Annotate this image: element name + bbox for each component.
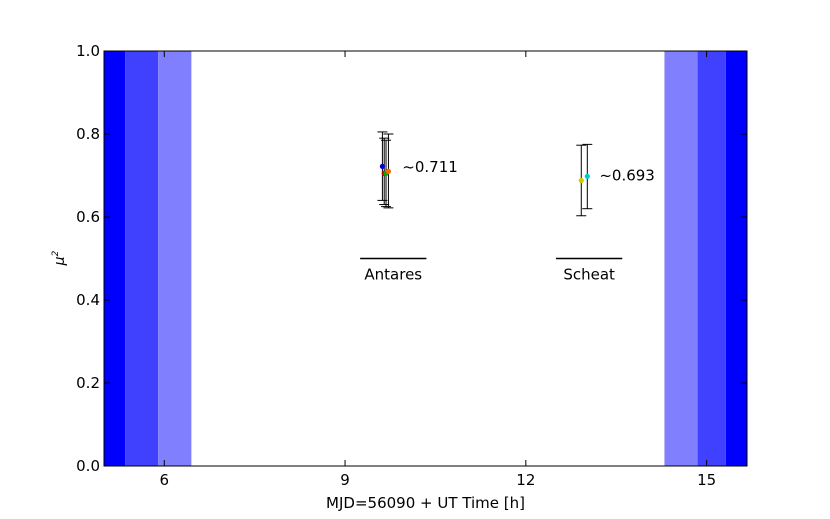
x-tick-label: 9 bbox=[340, 471, 350, 489]
shaded-band bbox=[104, 51, 126, 466]
data-points bbox=[379, 163, 590, 184]
x-tick-label: 15 bbox=[697, 471, 716, 489]
shaded-band bbox=[725, 51, 747, 466]
shaded-band bbox=[125, 51, 159, 466]
x-axis-label: MJD=56090 + UT Time [h] bbox=[326, 494, 525, 512]
data-point bbox=[578, 177, 584, 184]
y-tick-label: 0.8 bbox=[76, 125, 100, 143]
data-point bbox=[584, 173, 590, 179]
plot-frame bbox=[103, 50, 748, 467]
shaded-band bbox=[664, 51, 698, 466]
shaded-bands bbox=[104, 51, 747, 466]
data-point bbox=[379, 163, 386, 169]
value-annotation: ~0.693 bbox=[599, 167, 655, 185]
y-axis-label-symbol: μ bbox=[52, 256, 68, 266]
data-point bbox=[385, 168, 392, 174]
y-axis-label-superscript: 2 bbox=[51, 250, 61, 256]
target-label: Scheat bbox=[563, 266, 615, 284]
y-tick-label: 1.0 bbox=[76, 42, 100, 60]
y-tick-label: 0.6 bbox=[76, 208, 100, 226]
value-annotation: ~0.711 bbox=[402, 158, 458, 176]
shaded-band bbox=[697, 51, 726, 466]
target-labels: Antares Scheat bbox=[360, 257, 623, 284]
target-label: Antares bbox=[364, 266, 422, 284]
y-tick-label: 0.4 bbox=[76, 291, 100, 309]
shaded-band bbox=[158, 51, 192, 466]
y-tick-label: 0.2 bbox=[76, 374, 100, 392]
svg-text:μ2: μ2 bbox=[51, 250, 68, 266]
x-tick-label: 6 bbox=[159, 471, 169, 489]
y-axis-label: μ2 bbox=[51, 250, 68, 266]
annotations: ~0.711 ~0.693 bbox=[402, 158, 655, 184]
y-tick-label: 0.0 bbox=[76, 457, 100, 475]
x-tick-label: 12 bbox=[516, 471, 535, 489]
